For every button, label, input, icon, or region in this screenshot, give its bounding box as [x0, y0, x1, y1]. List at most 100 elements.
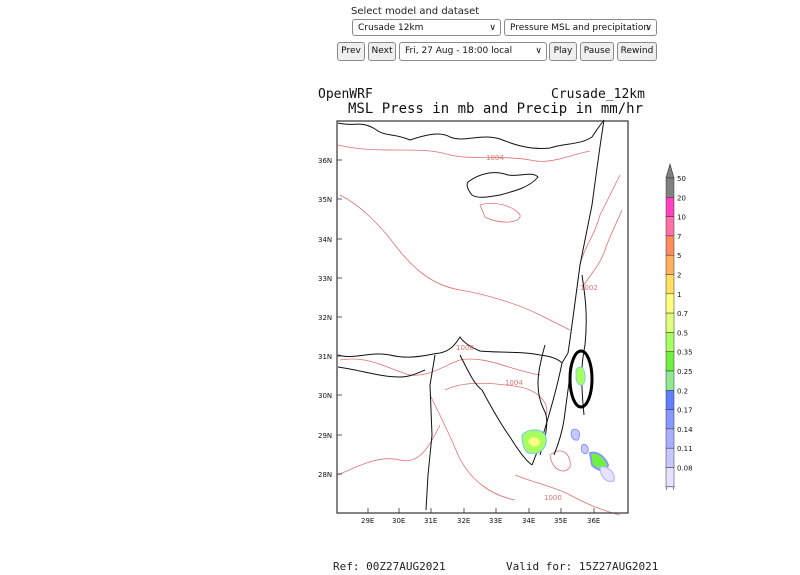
dataset-select[interactable]: Pressure MSL and precipitation ∨ — [504, 19, 657, 36]
lat-label: 29N — [318, 432, 332, 440]
highlight-circle — [568, 349, 594, 409]
isobar-line — [549, 450, 571, 472]
lat-label: 33N — [318, 275, 332, 283]
play-button[interactable]: Play — [549, 42, 577, 61]
lon-label: 33E — [489, 517, 502, 525]
gulf-aqaba — [553, 374, 571, 456]
precip-blob — [575, 366, 586, 386]
lat-label: 31N — [318, 353, 332, 361]
coastlines — [337, 119, 605, 511]
colorbar-label: 0.25 — [677, 368, 693, 376]
colorbar-labels: 50 20 10 7 5 2 1 0.7 0.5 0.35 0.25 0.2 0.17 0.14 0.11 0… — [677, 175, 693, 473]
colorbar-swatches — [665, 162, 675, 490]
lon-label: 34E — [522, 517, 535, 525]
chevron-down-icon: ∨ — [535, 46, 542, 56]
colorbar-swatch — [665, 467, 675, 488]
border-line — [581, 274, 587, 416]
border-line — [459, 354, 483, 391]
colorbar-label: 0.11 — [677, 445, 693, 453]
isobar-line — [583, 209, 623, 286]
border-line — [425, 354, 436, 511]
map-frame — [336, 120, 629, 514]
isobar-label: 1004 — [486, 154, 504, 162]
isobar-lines — [337, 144, 623, 516]
colorbar-swatch — [665, 274, 675, 295]
colorbar-swatch — [665, 428, 675, 449]
colorbar-label: 0.5 — [677, 329, 688, 337]
isobar-line — [479, 202, 521, 223]
isobar-label: 1000 — [544, 494, 562, 502]
controls-title: Select model and dataset — [351, 6, 480, 17]
red-sea-west — [481, 389, 533, 466]
model-select-value: Crusade 12km — [358, 23, 424, 33]
colorbar-swatch — [665, 332, 675, 352]
lat-label: 32N — [318, 314, 332, 322]
isobar-line — [337, 144, 591, 162]
colorbar-label: 0.14 — [677, 426, 693, 434]
lon-axis: 29E 30E 31E 32E 33E 34E 35E 36E — [361, 508, 600, 525]
colorbar-label: 5 — [677, 252, 681, 260]
lat-label: 36N — [318, 157, 332, 165]
egypt-coast — [337, 336, 563, 364]
border-line — [337, 366, 426, 378]
chevron-down-icon: ∨ — [645, 23, 652, 33]
red-sea-east — [531, 362, 563, 466]
precip-blob — [580, 444, 589, 454]
lat-label: 30N — [318, 392, 332, 400]
model-select[interactable]: Crusade 12km ∨ — [352, 19, 501, 36]
levant-coast — [561, 119, 605, 364]
colorbar-label: 2 — [677, 272, 681, 280]
isobar-line — [339, 358, 541, 376]
colorbar-swatch — [665, 293, 675, 314]
isobar-label: 1004 — [505, 379, 523, 387]
colorbar-label: 0.2 — [677, 387, 688, 395]
isobar-label: 1000 — [456, 344, 474, 352]
colorbar-swatch — [665, 177, 675, 198]
lon-label: 31E — [424, 517, 437, 525]
colorbar-swatch — [665, 409, 675, 430]
precip-colorbar: 50 20 10 7 5 2 1 0.7 0.5 0.35 0.25 0.2 0.17 0.14 0.11 0… — [665, 162, 693, 490]
colorbar-label: 1 — [677, 291, 681, 299]
precip-blob — [528, 437, 540, 447]
north-coast — [337, 119, 605, 149]
weather-map: 1004 1002 1000 1004 1000 36N 35N 34N 33N… — [318, 119, 629, 525]
map-source-label: OpenWRF — [318, 87, 373, 102]
ref-time: Ref: 00Z27AUG2021 — [333, 560, 446, 573]
precip-blob — [599, 466, 615, 482]
colorbar-swatch — [665, 447, 675, 468]
colorbar-label: 7 — [677, 233, 681, 241]
colorbar-label: 0.08 — [677, 465, 693, 473]
colorbar-swatch — [665, 351, 675, 372]
colorbar-label: 0.17 — [677, 407, 693, 415]
pause-button[interactable]: Pause — [580, 42, 614, 61]
time-select-value: Fri, 27 Aug - 18:00 local — [405, 46, 513, 56]
colorbar-swatch — [665, 254, 675, 275]
colorbar-swatch — [665, 370, 675, 391]
rewind-button[interactable]: Rewind — [617, 42, 657, 61]
colorbar-swatch — [665, 312, 675, 333]
time-select[interactable]: Fri, 27 Aug - 18:00 local ∨ — [399, 42, 547, 61]
colorbar-label: 50 — [677, 175, 686, 183]
lat-label: 28N — [318, 471, 332, 479]
colorbar-label: 0.35 — [677, 349, 693, 357]
colorbar-top-arrow — [665, 162, 675, 179]
lat-axis: 36N 35N 34N 33N 32N 31N 30N 29N 28N — [318, 157, 342, 479]
prev-button[interactable]: Prev — [337, 42, 365, 61]
isobar-line — [337, 424, 441, 476]
valid-time: Valid for: 15Z27AUG2021 — [506, 560, 659, 573]
map-title: MSL Press in mb and Precip in mm/hr — [348, 101, 644, 117]
lat-label: 35N — [318, 196, 332, 204]
precip-blob — [588, 451, 610, 472]
isobar-label: 1002 — [580, 284, 598, 292]
isobar-line — [429, 394, 516, 501]
chevron-down-icon: ∨ — [489, 23, 496, 33]
colorbar-label: 0.7 — [677, 310, 688, 318]
next-button[interactable]: Next — [368, 42, 396, 61]
isobar-line — [339, 194, 571, 331]
lat-label: 34N — [318, 236, 332, 244]
dataset-select-value: Pressure MSL and precipitation — [510, 23, 650, 33]
isobar-line — [579, 174, 621, 266]
colorbar-label: 10 — [677, 214, 686, 222]
precip-areas — [521, 366, 615, 482]
colorbar-swatch — [665, 390, 675, 410]
